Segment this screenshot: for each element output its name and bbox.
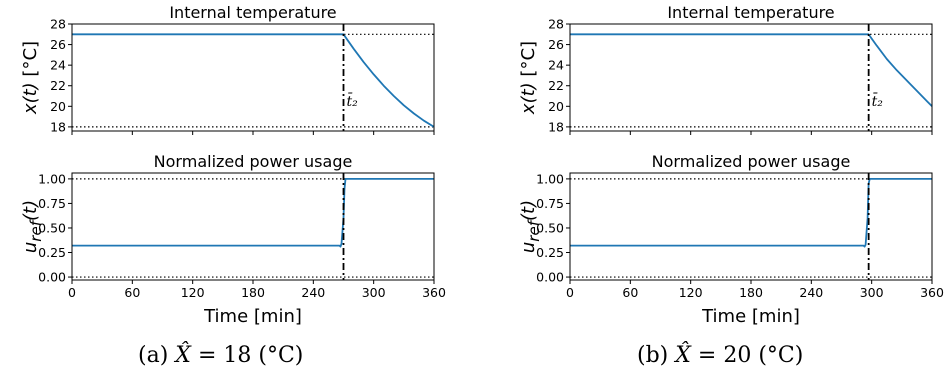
y-tick-label: 28 [50, 17, 66, 32]
caption-b-unit: (°C) [758, 343, 804, 368]
y-tick-label: 0.25 [536, 245, 564, 260]
axes-frame [71, 172, 435, 281]
y-tick-label: 18 [50, 119, 66, 134]
subplot-title: Internal temperature [169, 3, 336, 22]
y-tick-label: 1.00 [38, 171, 66, 186]
axes-frame [569, 172, 933, 281]
x-axis-label: Time [min] [203, 306, 302, 327]
subplot-a-temperature: Internal temperature t̄₂ 18 20 22 24 26 28 x(t) … [20, 3, 435, 135]
y-tick-label: 20 [50, 99, 66, 114]
series-line-0 [72, 177, 434, 248]
y-axis-label: uref(t) [20, 200, 45, 253]
caption-a-prefix: (a) [138, 343, 169, 368]
y-tick-label: 20 [548, 99, 564, 114]
y-tick-label: 0.50 [536, 220, 564, 235]
subplot-a-power: Normalized power usage 0.00 0.25 0.50 0.75 1.… [20, 152, 446, 300]
series-line-0 [570, 177, 932, 248]
x-tick-label: 240 [799, 285, 823, 300]
subplot-title: Normalized power usage [652, 152, 851, 171]
y-tick-label: 18 [548, 119, 564, 134]
caption-b-value: = 20 [697, 343, 752, 368]
axes-frame [71, 23, 435, 132]
x-tick-label: 240 [301, 285, 325, 300]
subplot-title: Internal temperature [667, 3, 834, 22]
x-tick-label: 120 [679, 285, 703, 300]
y-tick-label: 26 [50, 37, 66, 52]
x-tick-label: 0 [566, 285, 574, 300]
caption-b-prefix: (b) [637, 343, 669, 368]
series-line-0 [72, 33, 435, 128]
caption-a-symbol: X̂ [175, 343, 191, 368]
x-tick-label: 60 [622, 285, 638, 300]
y-tick-label: 0.25 [38, 245, 66, 260]
x-tick-label: 360 [920, 285, 944, 300]
caption-a-value: = 18 [197, 343, 252, 368]
panel-b: Internal temperature t̄₂ 18 20 22 24 26 28 x(t) … [518, 3, 944, 327]
y-tick-label: 22 [50, 78, 66, 93]
x-tick-label: 60 [124, 285, 140, 300]
y-tick-label: 1.00 [536, 171, 564, 186]
series-line-0 [570, 33, 933, 107]
x-tick-label: 180 [739, 285, 763, 300]
y-tick-label: 28 [548, 17, 564, 32]
x-tick-label: 360 [422, 285, 446, 300]
y-tick-label: 0.50 [38, 220, 66, 235]
y-tick-label: 0.75 [38, 196, 66, 211]
y-axis-label: x(t) [°C] [518, 41, 539, 115]
x-tick-label: 0 [68, 285, 76, 300]
switch-time-label: t̄₂ [347, 92, 359, 110]
x-tick-label: 300 [362, 285, 386, 300]
axes-frame [569, 23, 933, 132]
caption-a-unit: (°C) [258, 343, 304, 368]
y-tick-label: 0.75 [536, 196, 564, 211]
subplot-b-temperature: Internal temperature t̄₂ 18 20 22 24 26 28 x(t) … [518, 3, 933, 135]
y-tick-label: 0.00 [536, 270, 564, 285]
y-tick-label: 24 [548, 58, 564, 73]
caption-b: (b) X̂ = 20 (°C) [637, 343, 803, 368]
panel-a: Internal temperature t̄₂ 18 20 22 24 26 28 x(t) … [20, 3, 446, 327]
y-axis-label: x(t) [°C] [20, 41, 41, 115]
subplot-title: Normalized power usage [154, 152, 353, 171]
x-axis-label: Time [min] [701, 306, 800, 327]
caption-a: (a) X̂ = 18 (°C) [138, 343, 303, 368]
y-tick-label: 22 [548, 78, 564, 93]
switch-time-label: t̄₂ [872, 92, 884, 110]
subplot-b-power: Normalized power usage 0.00 0.25 0.50 0.75 1.… [518, 152, 944, 300]
x-tick-label: 300 [860, 285, 884, 300]
y-tick-label: 0.00 [38, 270, 66, 285]
caption-b-symbol: X̂ [675, 343, 691, 368]
x-tick-label: 120 [181, 285, 205, 300]
x-tick-label: 180 [241, 285, 265, 300]
y-tick-label: 24 [50, 58, 66, 73]
y-tick-label: 26 [548, 37, 564, 52]
y-axis-label: uref(t) [518, 200, 543, 253]
